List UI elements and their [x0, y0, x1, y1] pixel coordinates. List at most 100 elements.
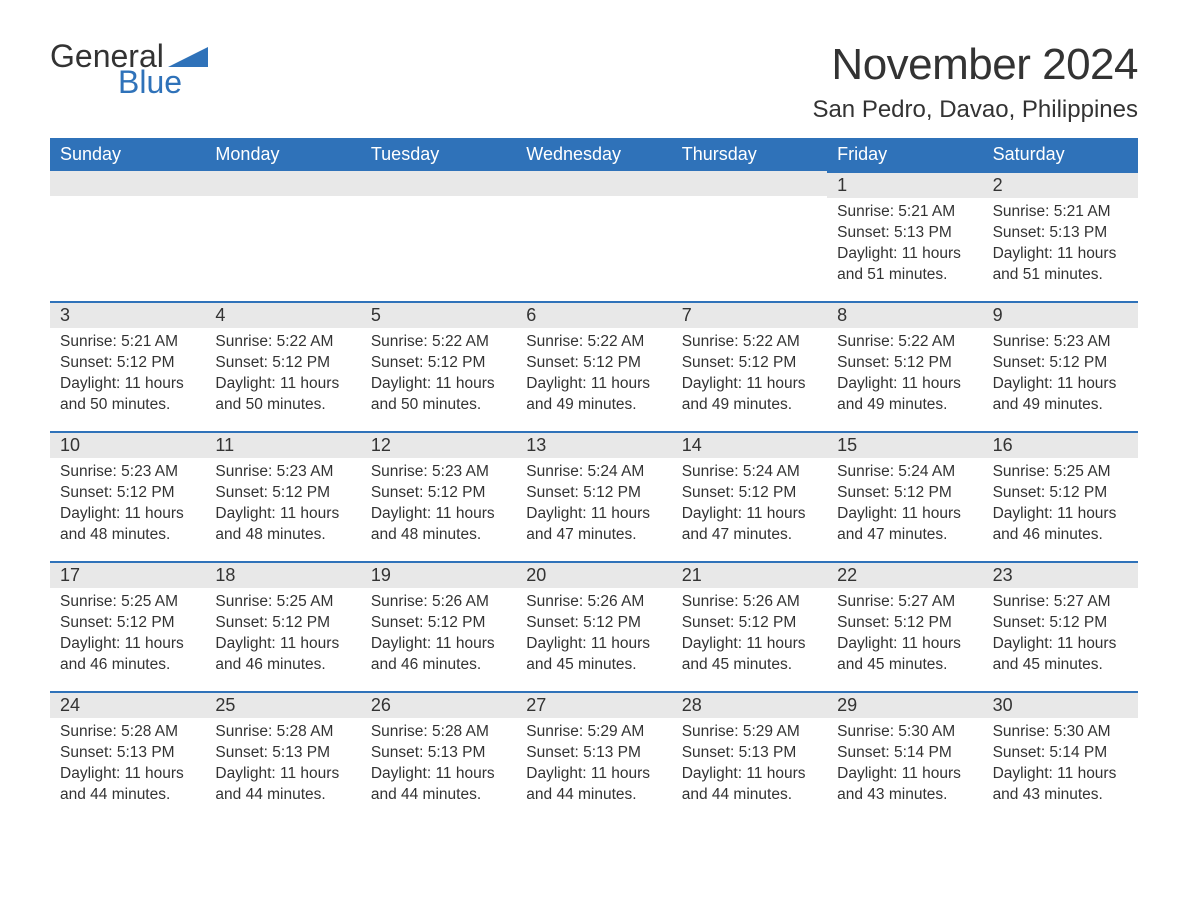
day-details: Sunrise: 5:21 AMSunset: 5:13 PMDaylight:… [827, 198, 982, 300]
daylight-line: Daylight: 11 hours and 45 minutes. [837, 634, 972, 676]
location: San Pedro, Davao, Philippines [812, 96, 1138, 124]
day-details: Sunrise: 5:23 AMSunset: 5:12 PMDaylight:… [205, 458, 360, 560]
sunset-line: Sunset: 5:12 PM [60, 613, 195, 634]
day-cell: 26Sunrise: 5:28 AMSunset: 5:13 PMDayligh… [361, 691, 516, 821]
day-cell: 21Sunrise: 5:26 AMSunset: 5:12 PMDayligh… [672, 561, 827, 691]
sunset-line: Sunset: 5:12 PM [526, 353, 661, 374]
daylight-line: Daylight: 11 hours and 49 minutes. [837, 374, 972, 416]
sunrise-line: Sunrise: 5:26 AM [371, 592, 506, 613]
day-number: 30 [983, 691, 1138, 718]
day-cell: 20Sunrise: 5:26 AMSunset: 5:12 PMDayligh… [516, 561, 671, 691]
day-cell: 18Sunrise: 5:25 AMSunset: 5:12 PMDayligh… [205, 561, 360, 691]
weekday-cell: Tuesday [361, 138, 516, 171]
sunrise-line: Sunrise: 5:21 AM [837, 202, 972, 223]
sunset-line: Sunset: 5:12 PM [215, 483, 350, 504]
day-number: 10 [50, 431, 205, 458]
daylight-line: Daylight: 11 hours and 46 minutes. [993, 504, 1128, 546]
day-details: Sunrise: 5:30 AMSunset: 5:14 PMDaylight:… [983, 718, 1138, 820]
day-cell [516, 171, 671, 301]
sunset-line: Sunset: 5:14 PM [837, 743, 972, 764]
day-details: Sunrise: 5:22 AMSunset: 5:12 PMDaylight:… [516, 328, 671, 430]
day-number: 29 [827, 691, 982, 718]
day-number: 20 [516, 561, 671, 588]
sunset-line: Sunset: 5:12 PM [682, 613, 817, 634]
sunset-line: Sunset: 5:12 PM [215, 353, 350, 374]
daylight-line: Daylight: 11 hours and 45 minutes. [682, 634, 817, 676]
daylight-line: Daylight: 11 hours and 44 minutes. [60, 764, 195, 806]
sunrise-line: Sunrise: 5:24 AM [682, 462, 817, 483]
day-cell: 19Sunrise: 5:26 AMSunset: 5:12 PMDayligh… [361, 561, 516, 691]
daylight-line: Daylight: 11 hours and 46 minutes. [371, 634, 506, 676]
sunset-line: Sunset: 5:13 PM [526, 743, 661, 764]
day-number [361, 171, 516, 196]
weekday-cell: Friday [827, 138, 982, 171]
sunset-line: Sunset: 5:13 PM [837, 223, 972, 244]
day-details: Sunrise: 5:29 AMSunset: 5:13 PMDaylight:… [516, 718, 671, 820]
day-cell: 3Sunrise: 5:21 AMSunset: 5:12 PMDaylight… [50, 301, 205, 431]
day-number: 23 [983, 561, 1138, 588]
daylight-line: Daylight: 11 hours and 45 minutes. [526, 634, 661, 676]
sunrise-line: Sunrise: 5:25 AM [60, 592, 195, 613]
daylight-line: Daylight: 11 hours and 50 minutes. [371, 374, 506, 416]
day-number: 28 [672, 691, 827, 718]
day-number: 14 [672, 431, 827, 458]
sunset-line: Sunset: 5:12 PM [837, 353, 972, 374]
title-block: November 2024 San Pedro, Davao, Philippi… [812, 40, 1138, 124]
day-details: Sunrise: 5:25 AMSunset: 5:12 PMDaylight:… [983, 458, 1138, 560]
week-row: 3Sunrise: 5:21 AMSunset: 5:12 PMDaylight… [50, 301, 1138, 431]
day-cell: 25Sunrise: 5:28 AMSunset: 5:13 PMDayligh… [205, 691, 360, 821]
day-cell: 23Sunrise: 5:27 AMSunset: 5:12 PMDayligh… [983, 561, 1138, 691]
day-details: Sunrise: 5:26 AMSunset: 5:12 PMDaylight:… [672, 588, 827, 690]
sunrise-line: Sunrise: 5:24 AM [837, 462, 972, 483]
sunset-line: Sunset: 5:12 PM [526, 613, 661, 634]
sunrise-line: Sunrise: 5:23 AM [993, 332, 1128, 353]
day-number: 16 [983, 431, 1138, 458]
daylight-line: Daylight: 11 hours and 43 minutes. [993, 764, 1128, 806]
day-number: 26 [361, 691, 516, 718]
sunrise-line: Sunrise: 5:29 AM [526, 722, 661, 743]
logo-text-blue: Blue [118, 66, 208, 98]
weekday-cell: Monday [205, 138, 360, 171]
daylight-line: Daylight: 11 hours and 44 minutes. [371, 764, 506, 806]
daylight-line: Daylight: 11 hours and 50 minutes. [60, 374, 195, 416]
day-number: 11 [205, 431, 360, 458]
day-number: 22 [827, 561, 982, 588]
daylight-line: Daylight: 11 hours and 49 minutes. [993, 374, 1128, 416]
day-details: Sunrise: 5:30 AMSunset: 5:14 PMDaylight:… [827, 718, 982, 820]
week-row: 24Sunrise: 5:28 AMSunset: 5:13 PMDayligh… [50, 691, 1138, 821]
weekday-header-row: SundayMondayTuesdayWednesdayThursdayFrid… [50, 138, 1138, 171]
day-number [516, 171, 671, 196]
day-cell: 11Sunrise: 5:23 AMSunset: 5:12 PMDayligh… [205, 431, 360, 561]
sunrise-line: Sunrise: 5:26 AM [682, 592, 817, 613]
day-cell: 12Sunrise: 5:23 AMSunset: 5:12 PMDayligh… [361, 431, 516, 561]
sunset-line: Sunset: 5:12 PM [526, 483, 661, 504]
day-number: 21 [672, 561, 827, 588]
day-number: 17 [50, 561, 205, 588]
sunrise-line: Sunrise: 5:22 AM [215, 332, 350, 353]
daylight-line: Daylight: 11 hours and 51 minutes. [837, 244, 972, 286]
daylight-line: Daylight: 11 hours and 46 minutes. [60, 634, 195, 676]
weekday-cell: Sunday [50, 138, 205, 171]
day-details: Sunrise: 5:22 AMSunset: 5:12 PMDaylight:… [827, 328, 982, 430]
day-number: 25 [205, 691, 360, 718]
sunset-line: Sunset: 5:12 PM [993, 483, 1128, 504]
sunrise-line: Sunrise: 5:22 AM [526, 332, 661, 353]
day-cell: 29Sunrise: 5:30 AMSunset: 5:14 PMDayligh… [827, 691, 982, 821]
daylight-line: Daylight: 11 hours and 44 minutes. [215, 764, 350, 806]
sunset-line: Sunset: 5:12 PM [371, 483, 506, 504]
calendar: SundayMondayTuesdayWednesdayThursdayFrid… [50, 138, 1138, 821]
daylight-line: Daylight: 11 hours and 47 minutes. [682, 504, 817, 546]
sunrise-line: Sunrise: 5:21 AM [993, 202, 1128, 223]
day-cell [50, 171, 205, 301]
day-details: Sunrise: 5:27 AMSunset: 5:12 PMDaylight:… [983, 588, 1138, 690]
day-details: Sunrise: 5:25 AMSunset: 5:12 PMDaylight:… [205, 588, 360, 690]
daylight-line: Daylight: 11 hours and 48 minutes. [215, 504, 350, 546]
day-cell: 16Sunrise: 5:25 AMSunset: 5:12 PMDayligh… [983, 431, 1138, 561]
day-cell: 24Sunrise: 5:28 AMSunset: 5:13 PMDayligh… [50, 691, 205, 821]
day-number: 13 [516, 431, 671, 458]
sunset-line: Sunset: 5:12 PM [371, 353, 506, 374]
day-cell: 15Sunrise: 5:24 AMSunset: 5:12 PMDayligh… [827, 431, 982, 561]
day-number: 3 [50, 301, 205, 328]
sunset-line: Sunset: 5:12 PM [215, 613, 350, 634]
sunset-line: Sunset: 5:12 PM [60, 353, 195, 374]
